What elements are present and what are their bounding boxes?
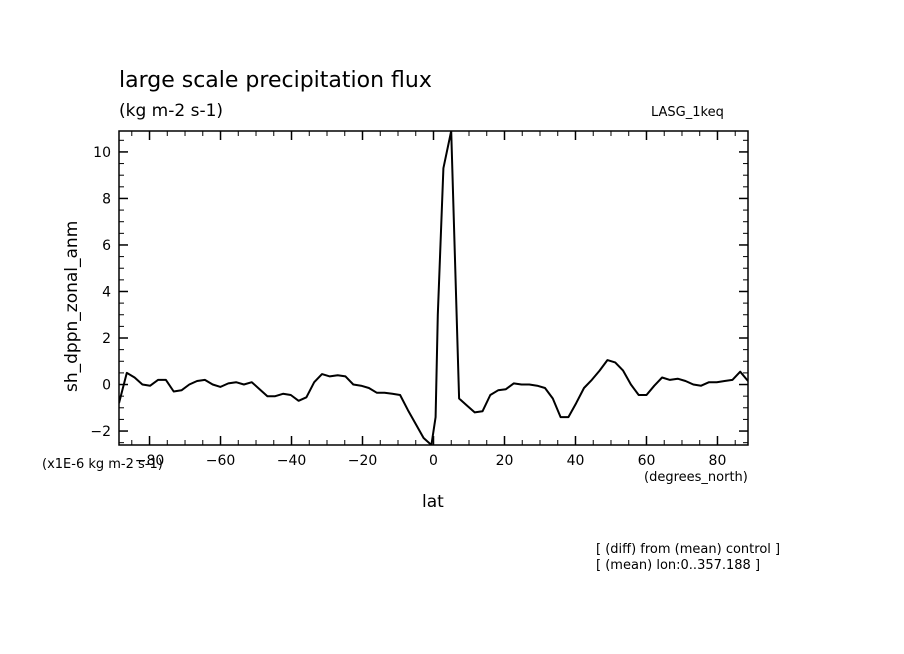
chart-subtitle: (kg m-2 s-1) xyxy=(119,101,224,121)
x-tick-label: −20 xyxy=(348,453,378,469)
x-tick-label: 20 xyxy=(496,453,514,469)
note-mean-lon: [ (mean) lon:0..357.188 ] xyxy=(596,558,761,573)
x-tick-label: 80 xyxy=(709,453,727,469)
note-diff-from-control: [ (diff) from (mean) control ] xyxy=(596,542,781,557)
series-line xyxy=(119,131,748,445)
y-tick-label: 10 xyxy=(93,145,111,161)
chart-title: large scale precipitation flux xyxy=(119,68,432,93)
x-tick-label: −40 xyxy=(277,453,307,469)
y-tick-label: 4 xyxy=(102,284,111,300)
x-axis-units: (degrees_north) xyxy=(644,470,748,485)
y-tick-label: 0 xyxy=(102,378,111,394)
plot-frame xyxy=(118,130,749,446)
x-tick-label: 60 xyxy=(638,453,656,469)
x-tick-label: 0 xyxy=(429,453,438,469)
minor-ticks xyxy=(119,131,748,445)
x-tick-label: −60 xyxy=(206,453,236,469)
x-axis-label: lat xyxy=(422,492,444,512)
y-axis-units: (x1E-6 kg m-2 s-1) xyxy=(42,457,163,472)
x-tick-label: 40 xyxy=(567,453,585,469)
x-tick-label: −80 xyxy=(135,453,165,469)
major-ticks xyxy=(119,131,748,445)
y-tick-label: 6 xyxy=(102,238,111,254)
y-tick-label: 2 xyxy=(102,331,111,347)
y-tick-label: 8 xyxy=(102,191,111,207)
dataset-label: LASG_1keq xyxy=(651,105,724,120)
y-tick-label: −2 xyxy=(90,424,111,440)
